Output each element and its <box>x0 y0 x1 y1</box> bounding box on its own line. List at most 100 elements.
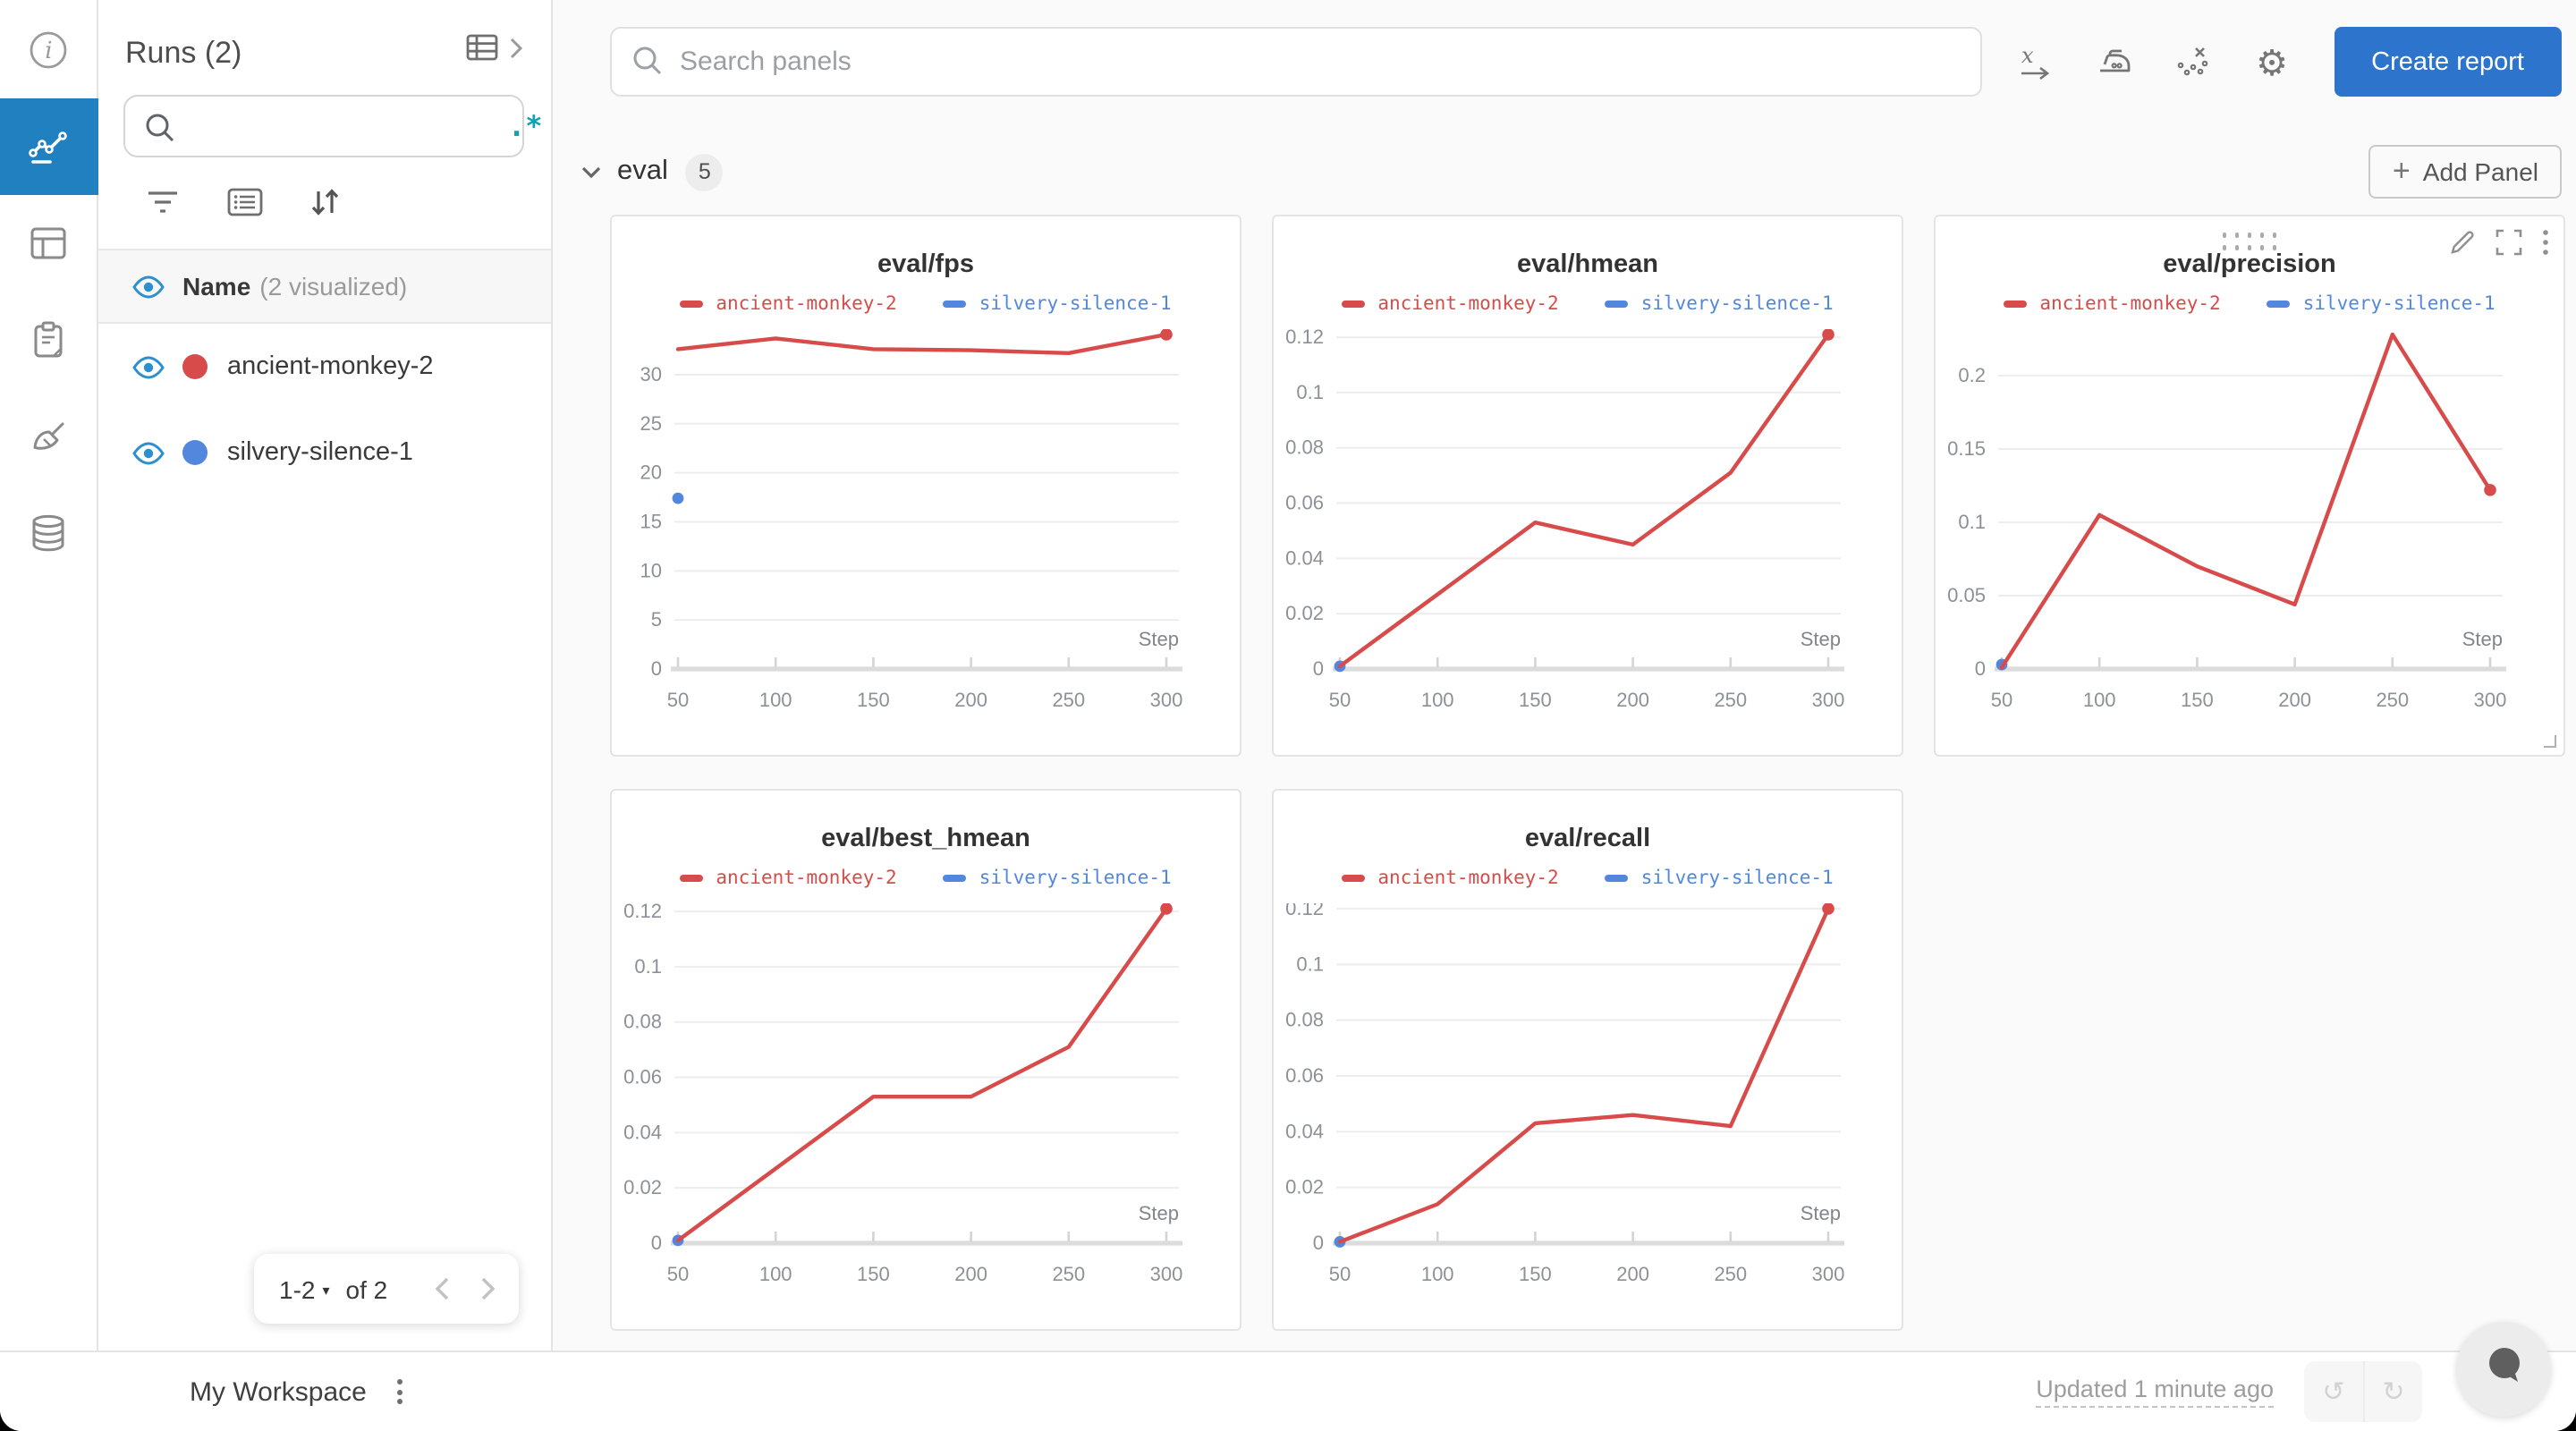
help-chat-button[interactable] <box>2456 1322 2551 1417</box>
expand-runs-chevron-icon[interactable] <box>508 36 524 70</box>
svg-text:250: 250 <box>1052 689 1085 711</box>
svg-text:50: 50 <box>667 1263 689 1285</box>
svg-text:0.12: 0.12 <box>623 903 662 922</box>
legend-swatch-icon <box>2267 301 2291 308</box>
legend-entry[interactable]: silvery-silence-1 <box>943 868 1172 889</box>
chart-title: eval/best_hmean <box>821 825 1030 853</box>
filter-runs-icon[interactable] <box>143 184 182 220</box>
svg-text:0.06: 0.06 <box>1285 492 1324 514</box>
outliers-icon[interactable] <box>2172 40 2215 83</box>
workspace-name[interactable]: My Workspace <box>190 1376 367 1407</box>
add-panel-label: Add Panel <box>2422 157 2538 186</box>
svg-text:100: 100 <box>759 1263 792 1285</box>
runs-column-name[interactable]: Name <box>182 272 251 301</box>
svg-text:100: 100 <box>1421 1263 1454 1285</box>
svg-text:Step: Step <box>1801 628 1841 650</box>
legend-entry[interactable]: silvery-silence-1 <box>1605 868 1834 889</box>
updated-timestamp[interactable]: Updated 1 minute ago <box>2036 1376 2274 1408</box>
section-title[interactable]: eval <box>617 156 668 186</box>
chart-title: eval/recall <box>1524 825 1651 853</box>
x-axis-settings-icon[interactable]: x <box>2014 40 2057 83</box>
svg-text:150: 150 <box>1519 689 1552 711</box>
runs-table-toggle-icon[interactable] <box>465 32 501 73</box>
legend-entry[interactable]: silvery-silence-1 <box>1605 293 1834 315</box>
fullscreen-icon[interactable] <box>2496 229 2522 256</box>
svg-text:150: 150 <box>857 1263 890 1285</box>
svg-text:0.12: 0.12 <box>1285 903 1324 919</box>
legend-swatch-icon <box>943 301 967 308</box>
panel-menu-kebab-icon[interactable] <box>2542 229 2549 256</box>
table-icon <box>25 220 72 267</box>
nav-tables-button[interactable] <box>0 195 97 292</box>
svg-text:50: 50 <box>1991 689 2012 711</box>
section-collapse-chevron-icon[interactable] <box>580 164 603 180</box>
chart-canvas[interactable]: 0 5 10 15 20 25 30 50 100 150 200 250 300 Step <box>612 329 1240 755</box>
nav-overview-button[interactable]: i <box>0 2 97 98</box>
nav-artifacts-button[interactable] <box>0 485 97 581</box>
legend-swatch-icon <box>943 875 967 882</box>
chart-canvas[interactable]: 0 0.02 0.04 0.06 0.08 0.1 0.12 50 100 150 200 250 30… <box>1274 329 1902 755</box>
svg-text:0.06: 0.06 <box>623 1066 662 1088</box>
runs-search-input[interactable] <box>186 97 508 156</box>
svg-text:0: 0 <box>1313 657 1324 680</box>
svg-text:0.1: 0.1 <box>1296 381 1324 403</box>
panel-resize-handle[interactable] <box>2544 735 2556 748</box>
chart-canvas[interactable]: 0 0.02 0.04 0.06 0.08 0.1 0.12 50 100 150 200 250 30… <box>1274 903 1902 1329</box>
svg-text:Step: Step <box>1139 628 1179 650</box>
chart-canvas[interactable]: 0 0.05 0.1 0.15 0.2 50 100 150 200 250 300 Step <box>1936 329 2563 755</box>
legend-entry[interactable]: ancient-monkey-2 <box>2004 293 2221 315</box>
broom-icon <box>25 413 72 460</box>
run-visibility-eye-icon[interactable] <box>132 355 165 378</box>
chart-canvas[interactable]: 0 0.02 0.04 0.06 0.08 0.1 0.12 50 100 150 200 250 30… <box>612 903 1240 1329</box>
legend-entry[interactable]: ancient-monkey-2 <box>680 868 897 889</box>
svg-text:300: 300 <box>1150 689 1183 711</box>
legend-entry[interactable]: silvery-silence-1 <box>943 293 1172 315</box>
pagination-prev-button[interactable] <box>433 1275 451 1302</box>
svg-text:20: 20 <box>640 461 662 484</box>
sort-runs-icon[interactable] <box>308 184 343 220</box>
panel-drag-handle[interactable] <box>2222 233 2277 250</box>
svg-text:0.02: 0.02 <box>623 1176 662 1198</box>
svg-text:0.06: 0.06 <box>1285 1064 1324 1087</box>
nav-charts-button[interactable] <box>0 98 97 195</box>
run-list-item[interactable]: ancient-monkey-2 <box>98 324 551 410</box>
pagination-caret-icon[interactable]: ▾ <box>322 1283 330 1299</box>
legend-swatch-icon <box>1342 875 1366 882</box>
svg-text:300: 300 <box>1812 689 1845 711</box>
visibility-all-eye-icon[interactable] <box>132 275 165 298</box>
edit-panel-pencil-icon[interactable] <box>2449 229 2476 256</box>
regex-toggle[interactable]: .* <box>508 108 543 142</box>
pagination-range[interactable]: 1-2 <box>279 1274 316 1303</box>
chart-panel: eval/hmean ancient-monkey-2 silvery-silen… <box>1272 215 1903 757</box>
undo-button[interactable]: ↺ <box>2322 1376 2345 1408</box>
run-list-item[interactable]: silvery-silence-1 <box>98 410 551 495</box>
create-report-button[interactable]: Create report <box>2334 27 2562 97</box>
group-runs-icon[interactable] <box>225 184 265 220</box>
pagination-next-button[interactable] <box>479 1275 497 1302</box>
workspace-menu-kebab-icon[interactable] <box>392 1374 408 1410</box>
workspace-main: x ⚙ Create report eval 5 + Add Panel <box>555 0 2576 1351</box>
chart-title: eval/precision <box>2163 250 2336 279</box>
redo-button[interactable]: ↻ <box>2363 1361 2422 1422</box>
settings-gear-icon[interactable]: ⚙ <box>2256 40 2288 83</box>
chart-panel: eval/precision ancient-monkey-2 silvery-s… <box>1934 215 2565 757</box>
section-panel-count-badge: 5 <box>685 153 724 191</box>
legend-entry[interactable]: ancient-monkey-2 <box>1342 293 1559 315</box>
add-panel-button[interactable]: + Add Panel <box>2368 145 2562 199</box>
smoothing-icon[interactable] <box>2093 40 2136 83</box>
svg-text:50: 50 <box>1329 689 1351 711</box>
legend-entry[interactable]: silvery-silence-1 <box>2267 293 2496 315</box>
line-chart-icon <box>25 123 72 170</box>
svg-text:0.2: 0.2 <box>1958 364 1986 386</box>
legend-entry[interactable]: ancient-monkey-2 <box>680 293 897 315</box>
nav-logs-button[interactable] <box>0 292 97 388</box>
legend-entry[interactable]: ancient-monkey-2 <box>1342 868 1559 889</box>
run-visibility-eye-icon[interactable] <box>132 441 165 464</box>
chart-legend: ancient-monkey-2 silvery-silence-1 <box>1936 293 2563 315</box>
runs-title: Runs (2) <box>125 35 242 69</box>
nav-sweeps-button[interactable] <box>0 388 97 485</box>
svg-text:10: 10 <box>640 559 662 581</box>
svg-text:100: 100 <box>759 689 792 711</box>
panel-search-input[interactable] <box>610 27 1982 97</box>
svg-text:i: i <box>45 38 52 64</box>
